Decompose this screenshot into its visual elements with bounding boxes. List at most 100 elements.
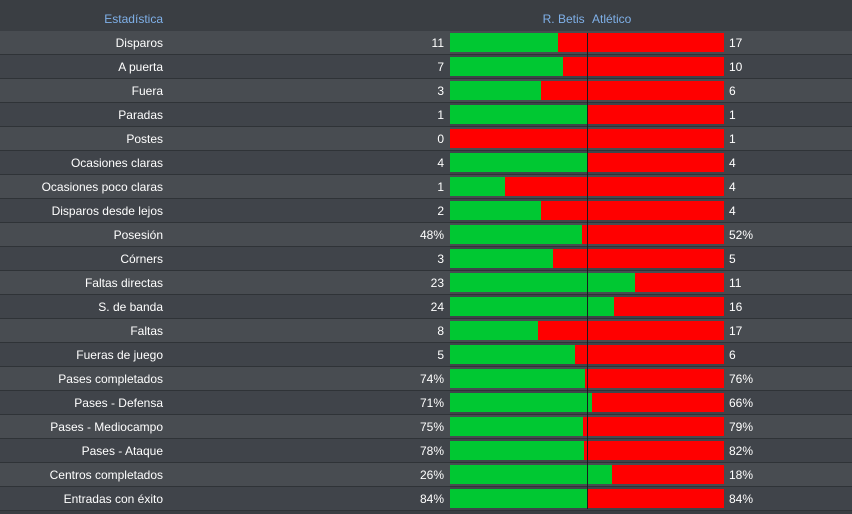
home-value: 74% xyxy=(419,372,444,386)
stat-row: Disparos desde lejos 2 4 xyxy=(0,199,852,223)
stat-row: A puerta 7 10 xyxy=(0,55,852,79)
home-value: 71% xyxy=(419,396,444,410)
home-value: 3 xyxy=(437,84,444,98)
stat-label: Fuera xyxy=(131,84,163,98)
away-value: 17 xyxy=(729,324,743,338)
home-bar-fill xyxy=(450,177,505,196)
away-value: 18% xyxy=(729,468,754,482)
stats-table: Disparos 11 17 A puerta 7 10 Fuera 3 6 Paradas 1 1 P… xyxy=(0,31,852,511)
stats-header: Estadística R. Betis Atlético xyxy=(0,0,852,31)
home-bar-fill xyxy=(450,33,558,52)
home-bar-fill xyxy=(450,105,587,124)
stat-row: Fueras de juego 5 6 xyxy=(0,343,852,367)
away-value: 52% xyxy=(729,228,754,242)
stat-label: A puerta xyxy=(118,60,163,74)
away-value: 11 xyxy=(729,276,742,290)
home-bar-fill xyxy=(450,249,553,268)
away-value: 84% xyxy=(729,492,754,506)
stat-row: Pases - Defensa 71% 66% xyxy=(0,391,852,415)
away-value: 4 xyxy=(729,180,736,194)
home-value: 84% xyxy=(419,492,444,506)
center-divider xyxy=(587,33,588,509)
home-bar-fill xyxy=(450,369,586,388)
stat-label: Paradas xyxy=(118,108,163,122)
stat-row: Posesión 48% 52% xyxy=(0,223,852,247)
home-value: 4 xyxy=(437,156,444,170)
stat-label: Pases - Mediocampo xyxy=(50,420,163,434)
stat-row: Fuera 3 6 xyxy=(0,79,852,103)
stat-row: Pases - Ataque 78% 82% xyxy=(0,439,852,463)
home-value: 1 xyxy=(437,180,444,194)
stat-label: S. de banda xyxy=(98,300,163,314)
away-value: 82% xyxy=(729,444,754,458)
away-value: 4 xyxy=(729,156,736,170)
away-value: 66% xyxy=(729,396,754,410)
home-value: 1 xyxy=(437,108,444,122)
home-value: 3 xyxy=(437,252,444,266)
comparison-bar xyxy=(450,441,724,460)
stat-row: Postes 0 1 xyxy=(0,127,852,151)
teams-header: R. Betis Atlético xyxy=(450,12,724,26)
stat-label: Ocasiones poco claras xyxy=(41,180,163,194)
home-bar-fill xyxy=(450,345,575,364)
home-bar-fill xyxy=(450,489,587,508)
stat-label: Pases - Ataque xyxy=(81,444,163,458)
stat-row: Entradas con éxito 84% 84% xyxy=(0,487,852,511)
away-value: 79% xyxy=(729,420,754,434)
home-value: 2 xyxy=(437,204,444,218)
home-bar-fill xyxy=(450,321,538,340)
home-value: 11 xyxy=(431,36,444,50)
stat-row: Córners 3 5 xyxy=(0,247,852,271)
stat-row: Faltas 8 17 xyxy=(0,319,852,343)
stat-label: Postes xyxy=(126,132,163,146)
home-bar-fill xyxy=(450,225,582,244)
home-value: 75% xyxy=(419,420,444,434)
stat-row: Ocasiones poco claras 1 4 xyxy=(0,175,852,199)
stat-label: Faltas xyxy=(130,324,163,338)
stat-row: Ocasiones claras 4 4 xyxy=(0,151,852,175)
away-value: 76% xyxy=(729,372,754,386)
home-bar-fill xyxy=(450,153,587,172)
stat-label: Ocasiones claras xyxy=(70,156,163,170)
stat-label: Centros completados xyxy=(49,468,163,482)
stat-label: Pases completados xyxy=(58,372,163,386)
away-value: 4 xyxy=(729,204,736,218)
stat-label: Disparos desde lejos xyxy=(51,204,163,218)
away-value: 1 xyxy=(729,108,736,122)
away-value: 10 xyxy=(729,60,743,74)
stat-label: Córners xyxy=(120,252,163,266)
stat-column-header: Estadística xyxy=(104,12,163,26)
away-value: 1 xyxy=(729,132,736,146)
comparison-bar xyxy=(450,297,724,316)
away-value: 6 xyxy=(729,348,736,362)
home-bar-fill xyxy=(450,441,584,460)
home-bar-fill xyxy=(450,393,592,412)
stat-row: S. de banda 24 16 xyxy=(0,295,852,319)
home-bar-fill xyxy=(450,465,612,484)
home-team-name: R. Betis xyxy=(542,12,585,26)
home-bar-fill xyxy=(450,417,584,436)
home-value: 5 xyxy=(437,348,444,362)
stat-label: Faltas directas xyxy=(84,276,163,290)
home-bar-fill xyxy=(450,297,615,316)
home-value: 78% xyxy=(419,444,444,458)
home-value: 7 xyxy=(437,60,444,74)
away-team-name: Atlético xyxy=(592,12,632,26)
home-value: 26% xyxy=(419,468,444,482)
home-value: 24 xyxy=(430,300,444,314)
stat-label: Disparos xyxy=(115,36,163,50)
stat-label: Posesión xyxy=(113,228,163,242)
stat-row: Centros completados 26% 18% xyxy=(0,463,852,487)
stat-row: Paradas 1 1 xyxy=(0,103,852,127)
away-value: 17 xyxy=(729,36,743,50)
stat-row: Pases completados 74% 76% xyxy=(0,367,852,391)
away-value: 5 xyxy=(729,252,736,266)
home-bar-fill xyxy=(450,81,542,100)
home-bar-fill xyxy=(450,201,542,220)
home-value: 23 xyxy=(430,276,444,290)
home-bar-fill xyxy=(450,273,636,292)
home-bar-fill xyxy=(450,57,563,76)
stat-label: Fueras de juego xyxy=(76,348,163,362)
away-value: 6 xyxy=(729,84,736,98)
stat-row: Disparos 11 17 xyxy=(0,31,852,55)
